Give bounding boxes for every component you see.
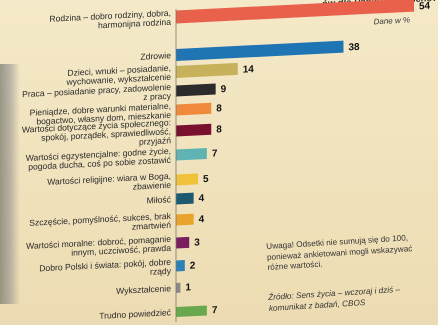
category-label: Wartości religijne: wiara w Boga,zbawien… [47, 171, 171, 196]
bar [176, 40, 344, 61]
bar [176, 173, 199, 186]
category-label: Wykształcenie [116, 283, 171, 296]
bar-row: 2 Dobro Polski i świata: pokój, dobrerząd… [39, 257, 196, 283]
bar-row: 1 Wykształcenie [116, 282, 191, 296]
data-label: 2 [190, 261, 196, 272]
bar-row: 7 Wartości egzystencjalne: godne życie,po… [26, 146, 218, 172]
bar [176, 192, 194, 205]
category-label: Wartości moralne: dobroć, pomaganieinnym… [26, 234, 171, 260]
data-label: 8 [216, 124, 222, 135]
bar-row: 54 Rodzina – dobro rodziny, dobra,harmoni… [49, 0, 431, 33]
category-label: Zdrowie [140, 50, 171, 62]
bar [176, 260, 185, 272]
data-label: 4 [199, 214, 205, 225]
bar [176, 123, 212, 137]
bar [176, 282, 181, 293]
bar [176, 83, 216, 97]
adjacent-page-shadow [0, 64, 20, 304]
data-label: 5 [203, 174, 209, 185]
bar-row: 38 Zdrowie [140, 40, 360, 62]
bar-row: 4 Szczęście, pomyślność, sukces, brakzmar… [29, 211, 205, 237]
unit-label: Dane w % [373, 15, 410, 26]
data-label: 8 [216, 103, 222, 114]
data-label: 54 [419, 1, 431, 13]
bar [176, 62, 238, 78]
category-label: Dobro Polski i świata: pokój, dobrerządy [39, 257, 171, 283]
data-label: 4 [199, 193, 205, 204]
bar [176, 213, 194, 226]
bar [176, 305, 207, 317]
category-label: Miłość [147, 194, 172, 205]
bar [176, 102, 212, 116]
data-label: 1 [185, 282, 191, 293]
data-label: 38 [348, 42, 360, 54]
bar-row: 4 Miłość [147, 192, 205, 205]
bar-row: 3 Wartości moralne: dobroć, pomaganieinny… [26, 234, 200, 260]
data-label: 9 [221, 84, 227, 95]
bar-row: 7 Trudno powiedzieć [99, 305, 218, 321]
data-label: 3 [194, 237, 200, 248]
category-label: Wartości egzystencjalne: godne życie,pog… [26, 146, 172, 172]
bar [176, 0, 414, 24]
category-label: Trudno powiedzieć [99, 307, 171, 321]
bar-row: 5 Wartości religijne: wiara w Boga,zbawie… [47, 171, 209, 196]
data-label: 14 [243, 64, 255, 76]
bar [176, 236, 190, 249]
category-label: Szczęście, pomyślność, sukces, brakzmart… [29, 211, 171, 237]
bar [176, 147, 207, 161]
data-label: 7 [212, 148, 218, 159]
category-label: Rodzina – dobro rodziny, dobra,harmonijn… [49, 8, 171, 33]
data-label: 7 [212, 305, 218, 316]
